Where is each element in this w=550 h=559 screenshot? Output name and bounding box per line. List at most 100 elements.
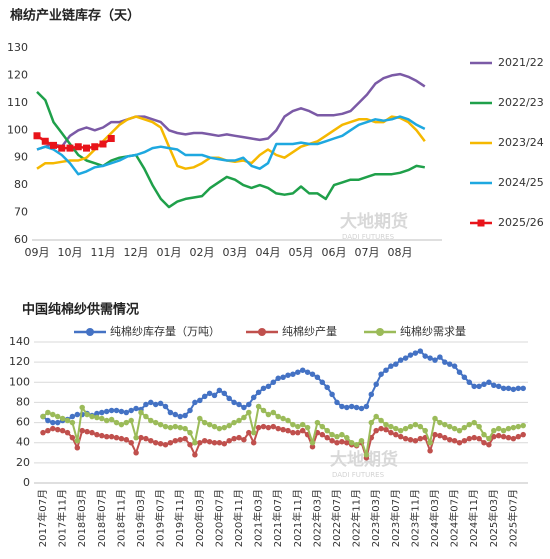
marker [437,419,443,426]
marker [324,434,330,441]
marker [221,440,228,447]
marker [388,363,394,369]
marker [157,421,164,428]
marker [295,369,301,375]
x-tick-label: 2023年11月 [408,489,421,547]
chart-title: 中国纯棉纱供需情况 [22,302,139,318]
marker [236,417,242,424]
marker [461,374,468,380]
marker [275,413,281,420]
marker [99,409,105,416]
marker [260,407,267,414]
marker [383,421,389,428]
y-tick-label: 70 [14,206,28,219]
marker [33,132,41,140]
x-tick-label: 2020年03月 [193,489,206,547]
marker [495,425,502,432]
marker [197,397,203,404]
marker [103,408,110,415]
marker [45,427,51,434]
marker [201,437,208,444]
marker [304,369,311,375]
x-tick-label: 2018年07月 [95,489,108,547]
x-tick-label: 2021年07月 [271,489,284,547]
marker [495,432,502,439]
y-tick-label: 80 [16,395,30,408]
marker [378,417,384,424]
marker [500,385,507,392]
marker [45,417,51,424]
marker [407,423,414,430]
marker [397,433,404,440]
marker [422,353,428,359]
marker [64,417,71,424]
x-tick-label: 10月 [58,246,83,259]
y-tick-label: 140 [9,335,30,348]
marker [476,423,482,430]
x-tick-label: 2023年07月 [389,489,402,547]
marker [500,433,507,440]
x-tick-label: 2021年03月 [252,489,265,547]
marker [113,407,120,414]
x-tick-label: 2017年07月 [36,489,49,547]
marker [446,423,453,430]
marker [520,385,526,392]
marker [491,382,497,389]
marker [515,423,522,430]
marker [50,419,56,426]
marker [412,437,419,444]
marker [290,429,296,436]
x-tick-label: 2019年03月 [134,489,147,547]
marker [285,417,291,424]
x-tick-label: 2023年03月 [369,489,382,547]
marker [422,427,428,434]
y-tick-label: 20 [16,456,30,469]
marker [309,371,316,377]
marker [206,438,213,445]
marker [477,219,485,227]
marker [118,435,125,442]
marker [250,394,257,401]
marker [246,409,252,416]
x-tick-label: 01月 [157,246,182,259]
marker [388,423,394,430]
marker [255,403,262,410]
x-tick-label: 03月 [223,246,248,259]
marker [334,399,340,406]
marker [299,421,306,428]
marker [221,424,228,431]
marker [304,424,311,431]
marker [285,427,291,434]
marker [393,361,399,367]
marker [138,434,144,441]
marker [123,419,130,426]
marker [486,379,492,386]
marker [451,363,458,369]
marker [417,348,424,354]
x-tick-label: 2025年03月 [487,489,500,547]
x-tick-label: 2024年03月 [428,489,441,547]
marker [99,432,105,439]
marker [505,434,512,441]
marker [162,423,169,430]
marker [99,415,105,422]
marker [491,433,497,440]
marker [59,427,66,434]
marker [86,328,94,336]
marker [79,404,85,411]
marker [432,415,438,422]
marker [461,424,468,431]
marker [451,425,458,432]
marker [99,140,107,148]
marker [128,417,134,424]
marker [373,427,379,434]
marker [437,432,443,439]
marker [280,426,286,433]
marker [280,415,286,422]
marker [388,429,394,436]
marker [157,400,164,407]
x-tick-label: 08月 [388,246,413,259]
marker [471,434,477,441]
marker [456,427,463,434]
marker [456,369,463,375]
